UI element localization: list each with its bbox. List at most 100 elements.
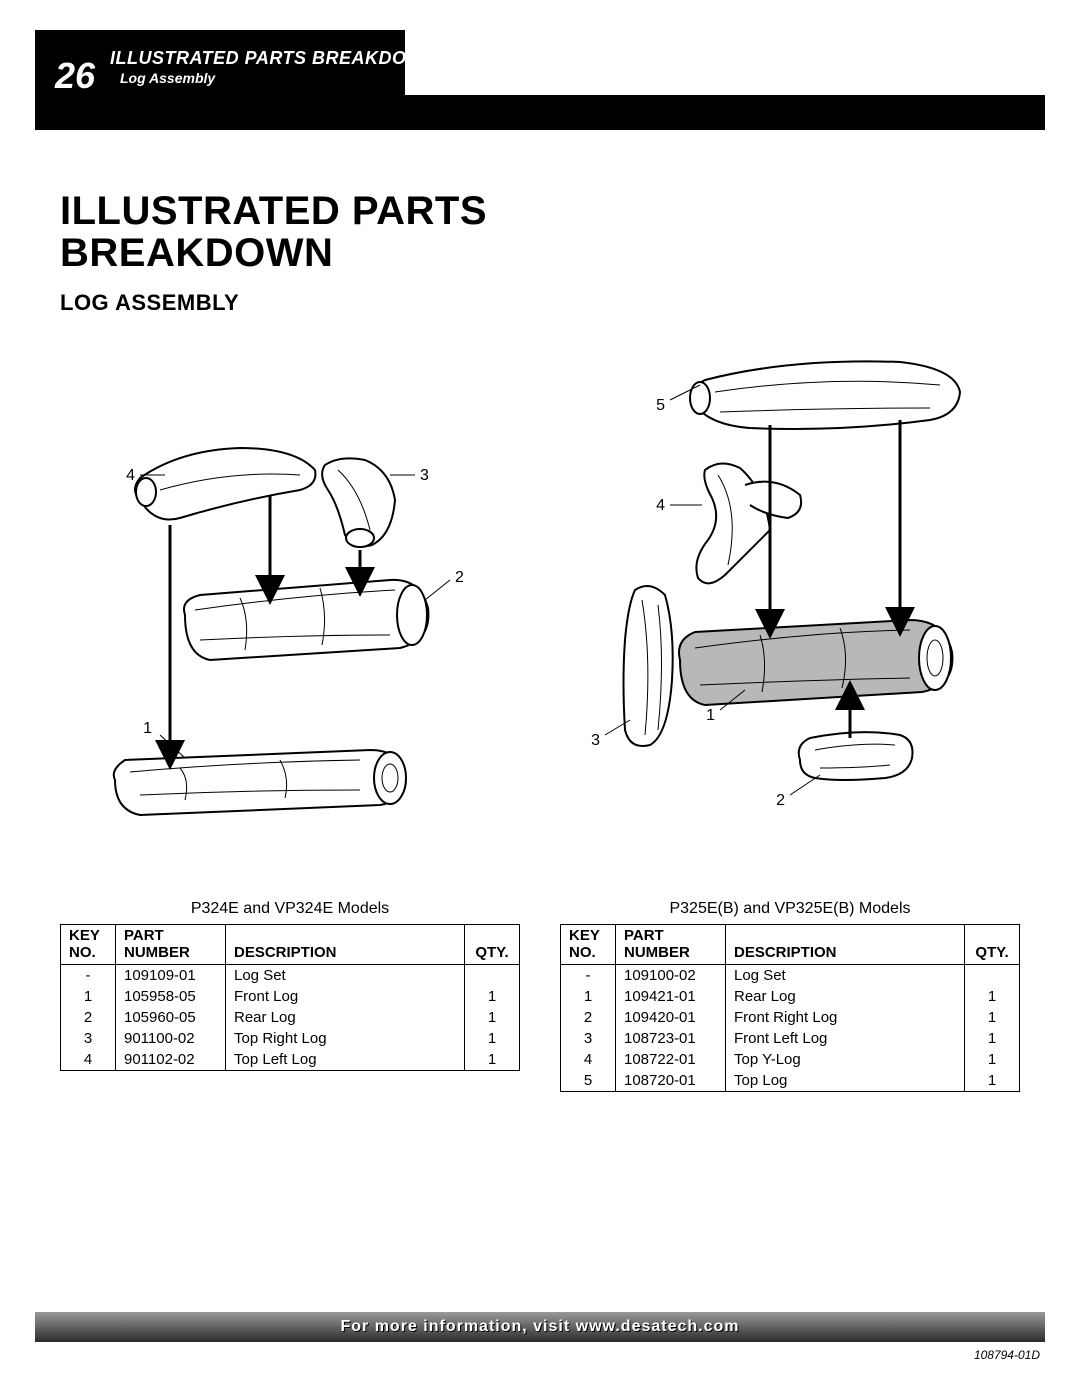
cell-partnum: 105958-05 (116, 986, 226, 1007)
left-log-3 (322, 458, 395, 547)
right-log-2 (799, 732, 913, 780)
left-log-2 (184, 580, 428, 660)
cell-desc: Top Left Log (226, 1049, 465, 1071)
cell-key: - (61, 964, 116, 986)
th-qty: QTY. (465, 925, 520, 965)
header-subtitle: Log Assembly (120, 70, 215, 86)
cell-partnum: 109109-01 (116, 964, 226, 986)
subtitle: LOG ASSEMBLY (60, 290, 239, 316)
left-label-3: 3 (420, 467, 429, 484)
cell-desc: Top Y-Log (726, 1049, 965, 1070)
left-log-4 (135, 448, 315, 520)
table-row: 3901100-02Top Right Log1 (61, 1028, 520, 1049)
cell-desc: Top Log (726, 1070, 965, 1092)
cell-qty: 1 (965, 1028, 1020, 1049)
page-number: 26 (55, 55, 95, 97)
th-part: PARTNUMBER (116, 925, 226, 965)
th-key: KEYNO. (61, 925, 116, 965)
left-model-caption: P324E and VP324E Models (60, 900, 520, 918)
cell-desc: Log Set (726, 964, 965, 986)
right-label-1: 1 (706, 707, 715, 724)
cell-qty: 1 (465, 1049, 520, 1071)
right-label-2: 2 (776, 792, 785, 809)
table-row: -109100-02Log Set (561, 964, 1020, 986)
cell-qty (465, 964, 520, 986)
cell-qty (965, 964, 1020, 986)
cell-desc: Rear Log (226, 1007, 465, 1028)
cell-partnum: 109421-01 (616, 986, 726, 1007)
right-model-caption: P325E(B) and VP325E(B) Models (560, 900, 1020, 918)
cell-desc: Front Left Log (726, 1028, 965, 1049)
th-key: KEYNO. (561, 925, 616, 965)
cell-partnum: 109420-01 (616, 1007, 726, 1028)
left-label-1: 1 (143, 720, 152, 737)
table-row: 2105960-05Rear Log1 (61, 1007, 520, 1028)
main-title: ILLUSTRATED PARTS BREAKDOWN (60, 190, 487, 274)
diagram-area: 1 2 3 4 (60, 340, 1020, 880)
table-row: -109109-01Log Set (61, 964, 520, 986)
table-row: 1105958-05Front Log1 (61, 986, 520, 1007)
th-desc: DESCRIPTION (726, 925, 965, 965)
cell-qty: 1 (965, 1007, 1020, 1028)
table-row: 2109420-01Front Right Log1 (561, 1007, 1020, 1028)
cell-key: 3 (61, 1028, 116, 1049)
cell-key: 5 (561, 1070, 616, 1092)
cell-qty: 1 (465, 986, 520, 1007)
cell-desc: Front Log (226, 986, 465, 1007)
right-log-4 (696, 463, 801, 583)
header-title: ILLUSTRATED PARTS BREAKDOWN (110, 48, 438, 69)
right-model-block: P325E(B) and VP325E(B) Models KEYNO. PAR… (560, 900, 1020, 1092)
cell-desc: Log Set (226, 964, 465, 986)
cell-desc: Front Right Log (726, 1007, 965, 1028)
cell-partnum: 108723-01 (616, 1028, 726, 1049)
right-parts-table: KEYNO. PARTNUMBER DESCRIPTION QTY. -1091… (560, 924, 1020, 1092)
left-label-4: 4 (126, 467, 135, 484)
title-line-2: BREAKDOWN (60, 231, 333, 275)
table-row: 4901102-02Top Left Log1 (61, 1049, 520, 1071)
left-label-2: 2 (455, 569, 464, 586)
cell-partnum: 108720-01 (616, 1070, 726, 1092)
cell-key: 4 (61, 1049, 116, 1071)
cell-qty: 1 (465, 1007, 520, 1028)
left-parts-table: KEYNO. PARTNUMBER DESCRIPTION QTY. -1091… (60, 924, 520, 1071)
cell-key: 4 (561, 1049, 616, 1070)
footer-bar: For more information, visit www.desatech… (35, 1312, 1045, 1342)
cell-partnum: 901100-02 (116, 1028, 226, 1049)
table-row: 1109421-01Rear Log1 (561, 986, 1020, 1007)
title-line-1: ILLUSTRATED PARTS (60, 189, 487, 233)
page: 26 ILLUSTRATED PARTS BREAKDOWN Log Assem… (0, 0, 1080, 1397)
cell-key: - (561, 964, 616, 986)
cell-partnum: 109100-02 (616, 964, 726, 986)
footer-text: For more information, visit www.desatech… (340, 1318, 739, 1335)
log-assembly-diagram: 1 2 3 4 (60, 340, 1020, 880)
header-cut (405, 30, 1045, 95)
right-label-3: 3 (591, 732, 600, 749)
cell-key: 3 (561, 1028, 616, 1049)
cell-partnum: 108722-01 (616, 1049, 726, 1070)
cell-partnum: 901102-02 (116, 1049, 226, 1071)
right-log-5 (690, 361, 960, 429)
doc-id: 108794-01D (974, 1348, 1040, 1362)
table-row: 4108722-01Top Y-Log1 (561, 1049, 1020, 1070)
cell-key: 1 (561, 986, 616, 1007)
tables-row: P324E and VP324E Models KEYNO. PARTNUMBE… (60, 900, 1020, 1092)
table-row: 5108720-01Top Log1 (561, 1070, 1020, 1092)
cell-qty: 1 (465, 1028, 520, 1049)
left-log-1 (114, 750, 406, 815)
right-label-4: 4 (656, 497, 665, 514)
cell-key: 2 (61, 1007, 116, 1028)
left-diagram: 1 2 3 4 (114, 448, 464, 815)
right-log-1 (679, 620, 952, 705)
right-label-5: 5 (656, 397, 665, 414)
cell-qty: 1 (965, 1049, 1020, 1070)
cell-desc: Rear Log (726, 986, 965, 1007)
cell-key: 1 (61, 986, 116, 1007)
left-model-block: P324E and VP324E Models KEYNO. PARTNUMBE… (60, 900, 520, 1092)
table-row: 3108723-01Front Left Log1 (561, 1028, 1020, 1049)
cell-qty: 1 (965, 986, 1020, 1007)
cell-qty: 1 (965, 1070, 1020, 1092)
right-diagram: 1 2 3 4 5 (591, 361, 960, 809)
cell-partnum: 105960-05 (116, 1007, 226, 1028)
right-log-3 (624, 586, 673, 746)
cell-key: 2 (561, 1007, 616, 1028)
